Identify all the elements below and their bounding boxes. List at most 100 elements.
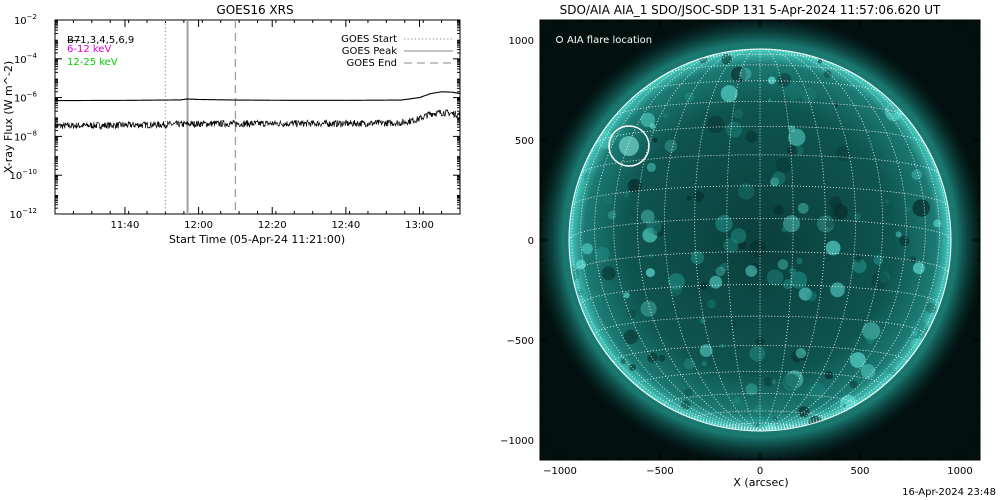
solar-texture-patch (715, 266, 726, 277)
band-6-12-label: 6-12 keV (67, 44, 111, 55)
solar-texture-patch (664, 139, 678, 153)
solar-texture-patch (835, 146, 851, 162)
goes-x-tick-label: 12:00 (184, 220, 213, 231)
solar-texture-patch (829, 203, 847, 221)
solar-texture-patch (754, 405, 763, 415)
solar-texture-patch (640, 112, 655, 128)
solar-texture-patch (784, 373, 800, 389)
goes-x-tick-label: 13:00 (405, 220, 434, 231)
goes-event-lines (164, 20, 237, 214)
goes-x-axis: 11:40 12:00 12:20 12:40 13:00 (54, 20, 461, 231)
goes-x-tick-label: 12:20 (258, 220, 287, 231)
aia-x-tick-label: 500 (850, 466, 869, 477)
solar-texture-patch (623, 292, 630, 299)
legend-goes-start-label: GOES Start (341, 34, 397, 45)
goes-channel-label: B̶7̶1,3,4,5,6,9 (67, 35, 134, 46)
solar-active-regions (569, 54, 942, 431)
solar-texture-patch (646, 219, 662, 235)
solar-texture-patch (829, 196, 843, 210)
solar-texture-patch (798, 406, 810, 418)
solar-texture-patch (663, 113, 669, 119)
aia-x-tick-label: −500 (646, 466, 673, 477)
aia-y-tick-label: −1000 (500, 436, 534, 447)
solar-texture-patch (576, 259, 587, 270)
solar-texture-patch (767, 76, 776, 85)
legend-goes-peak-label: GOES Peak (342, 46, 397, 57)
solar-texture-patch (590, 292, 603, 305)
solar-texture-patch (784, 82, 803, 100)
grid-line (759, 49, 856, 431)
solar-texture-patch (772, 171, 786, 185)
solar-texture-patch (849, 352, 866, 368)
solar-texture-patch (889, 368, 896, 375)
solar-texture-patch (783, 215, 800, 233)
solar-texture-patch (791, 350, 803, 363)
solar-texture-patch (721, 54, 732, 65)
goes-x-tick-label: 11:40 (111, 220, 140, 231)
solar-texture-patch (770, 177, 780, 187)
solar-texture-patch (739, 67, 752, 81)
solar-texture-patch (648, 253, 654, 259)
solar-texture-patch (709, 275, 723, 289)
solar-texture-patch (581, 243, 593, 255)
goes-chart-title: GOES16 XRS (216, 3, 293, 17)
aia-y-tick-label: 500 (515, 136, 534, 147)
solar-texture-patch (853, 213, 861, 221)
aia-x-axis-label: X (arcsec) (733, 476, 788, 489)
goes-y-tick-exponent: −2 (27, 13, 37, 21)
solar-texture-patch (723, 237, 739, 253)
solar-texture-patch (646, 162, 656, 172)
solar-texture-patch (725, 121, 743, 138)
solar-texture-patch (730, 228, 747, 244)
solar-texture-patch (913, 262, 925, 275)
aia-x-tick-label: 1000 (947, 466, 972, 477)
solar-texture-patch (841, 403, 847, 408)
solar-texture-patch (849, 380, 858, 389)
solar-texture-patch (855, 256, 862, 263)
goes-y-tick-exponent: −4 (27, 52, 38, 60)
goes-y-tick-label: 10−2 (14, 13, 37, 27)
solar-texture-patch (796, 257, 803, 264)
goes-y-tick-label: 10−4 (14, 52, 38, 66)
solar-texture-patch (809, 383, 826, 400)
solar-texture-patch (830, 282, 845, 298)
aia-legend: AIA flare location (556, 35, 652, 46)
solar-texture-patch (745, 383, 758, 396)
goes-y-tick-exponent: −8 (27, 129, 37, 137)
solar-texture-patch (824, 218, 835, 228)
solar-texture-patch (687, 196, 692, 201)
solar-texture-patch (860, 364, 876, 379)
solar-texture-patch (933, 219, 942, 228)
solar-texture-patch (649, 123, 656, 129)
solar-texture-patch (801, 87, 817, 103)
solar-texture-patch (707, 299, 717, 309)
solar-texture-patch (699, 344, 713, 357)
solar-texture-patch (866, 337, 874, 345)
solar-texture-patch (594, 246, 610, 262)
solar-texture-patch (623, 191, 630, 198)
solar-texture-patch (690, 250, 705, 265)
solar-texture-patch (763, 376, 774, 387)
solar-texture-patch (749, 345, 766, 362)
aia-x-axis: −1000 −500 0 500 1000 (543, 20, 973, 477)
solar-texture-patch (775, 157, 792, 173)
solar-texture-patch (767, 98, 772, 103)
solar-texture-patch (700, 318, 706, 324)
goes-y-tick-exponent: −12 (22, 207, 37, 215)
solar-texture-patch (603, 195, 613, 205)
band-12-25-label: 12-25 keV (67, 57, 118, 68)
solar-texture-patch (645, 268, 655, 278)
solar-texture-patch (738, 183, 755, 200)
solar-texture-patch (764, 423, 777, 431)
solar-texture-patch (623, 329, 638, 345)
grid-line (613, 345, 907, 363)
solar-texture-patch (873, 255, 884, 265)
solar-texture-patch (730, 66, 747, 83)
solar-texture-patch (683, 388, 693, 397)
aia-chart-title: SDO/AIA AIA_1 SDO/JSOC-SDP 131 5-Apr-202… (560, 3, 941, 17)
solar-texture-patch (647, 352, 658, 363)
solar-texture-patch (745, 131, 758, 143)
solar-texture-patch (905, 206, 911, 212)
grid-line (571, 80, 761, 431)
solar-texture-patch (909, 256, 917, 263)
